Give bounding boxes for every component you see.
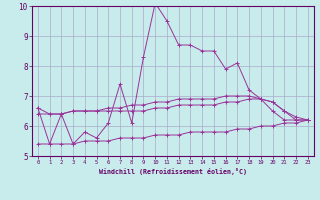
X-axis label: Windchill (Refroidissement éolien,°C): Windchill (Refroidissement éolien,°C) xyxy=(99,168,247,175)
